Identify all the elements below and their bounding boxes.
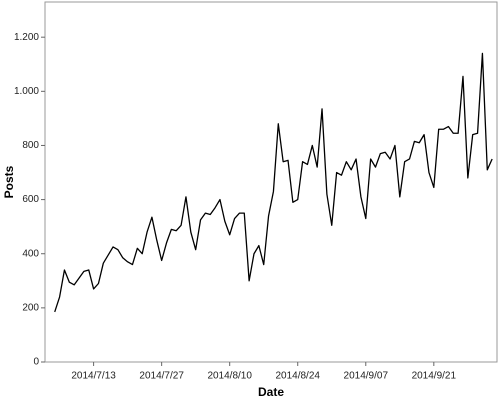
data-line xyxy=(54,52,493,313)
y-tick-label: 1.000 xyxy=(14,86,39,97)
x-axis-title: Date xyxy=(258,385,284,399)
y-tick-label: 400 xyxy=(22,248,39,259)
x-tick-label: 2014/7/13 xyxy=(71,371,116,382)
x-tick-label: 2014/9/21 xyxy=(412,371,457,382)
x-tick-label: 2014/8/10 xyxy=(207,371,252,382)
x-tick-label: 2014/8/24 xyxy=(275,371,320,382)
y-tick-label: 1.200 xyxy=(14,32,39,43)
y-tick-label: 200 xyxy=(22,303,39,314)
plot-frame xyxy=(44,1,498,363)
y-tick-label: 800 xyxy=(22,140,39,151)
x-tick-label: 2014/7/27 xyxy=(139,371,184,382)
y-tick-label: 600 xyxy=(22,194,39,205)
y-tick-label: 0 xyxy=(33,357,39,368)
x-tick-label: 2014/9/07 xyxy=(344,371,389,382)
y-axis-title: Posts xyxy=(2,165,16,198)
